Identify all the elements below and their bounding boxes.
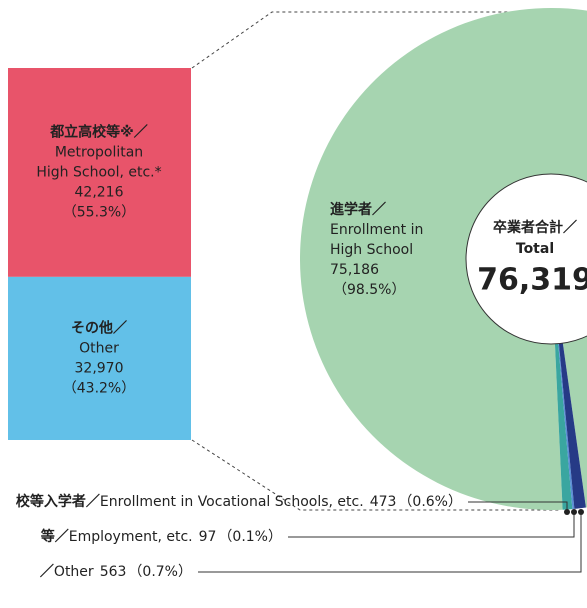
slice-label: 校等入学者／Enrollment in Vocational Schools, …: [16, 493, 462, 510]
slice-label: 進学者／: [330, 201, 386, 218]
slice-value: 75,186: [330, 262, 379, 278]
bar-label: 都立高校等※／: [49, 123, 148, 140]
center-total: 76,319: [477, 263, 587, 298]
slice: [558, 343, 575, 510]
bar-segment: [8, 276, 191, 440]
slice-percent: （0.7%）: [128, 564, 192, 580]
slice: [558, 343, 586, 509]
bar-label: その他／: [71, 319, 127, 336]
slice-label: Enrollment in: [330, 222, 423, 238]
label-part: ／: [40, 564, 54, 580]
slice-label: 等／Employment, etc. 97 （0.1%）: [41, 528, 282, 545]
center-label: 卒業者合計／: [493, 219, 577, 236]
leader-line: [198, 512, 582, 573]
label-part: Employment, etc.: [69, 529, 193, 545]
label-part: Other: [54, 564, 94, 580]
slice: [554, 343, 573, 510]
zoom-line: [191, 11, 560, 69]
bar-value: 42,216: [75, 184, 124, 200]
leader-dot: [571, 509, 577, 515]
leader-line: [468, 501, 568, 512]
leader-line: [288, 512, 575, 538]
leader-dot: [564, 509, 570, 515]
slice-percent: （0.6%）: [398, 494, 462, 510]
slice: [300, 8, 587, 510]
leader-dot: [578, 509, 584, 515]
slice-label: ／Other 563 （0.7%）: [40, 564, 192, 580]
zoom-line: [191, 439, 560, 511]
slice-value: 563: [100, 564, 127, 580]
label-part: Enrollment in Vocational Schools, etc.: [100, 494, 364, 510]
bar-segment: [8, 68, 191, 277]
label-part: 校等入学者／: [16, 493, 100, 510]
bar-label: Metropolitan: [55, 144, 143, 160]
center-hole: [465, 173, 587, 345]
bar-percent: （43.2%）: [63, 380, 135, 396]
slice-label: High School: [330, 242, 413, 258]
slice-percent: （0.1%）: [218, 529, 282, 545]
bar-value: 32,970: [75, 360, 124, 376]
bar-percent: （55.3%）: [63, 204, 135, 220]
bar-label: High School, etc.*: [36, 164, 161, 180]
slice-percent: （98.5%）: [333, 282, 405, 298]
slice-value: 97: [199, 529, 217, 545]
bar-label: Other: [79, 340, 119, 356]
slice-value: 473: [370, 494, 397, 510]
center-label: Total: [516, 241, 554, 257]
label-part: 等／: [41, 528, 69, 545]
